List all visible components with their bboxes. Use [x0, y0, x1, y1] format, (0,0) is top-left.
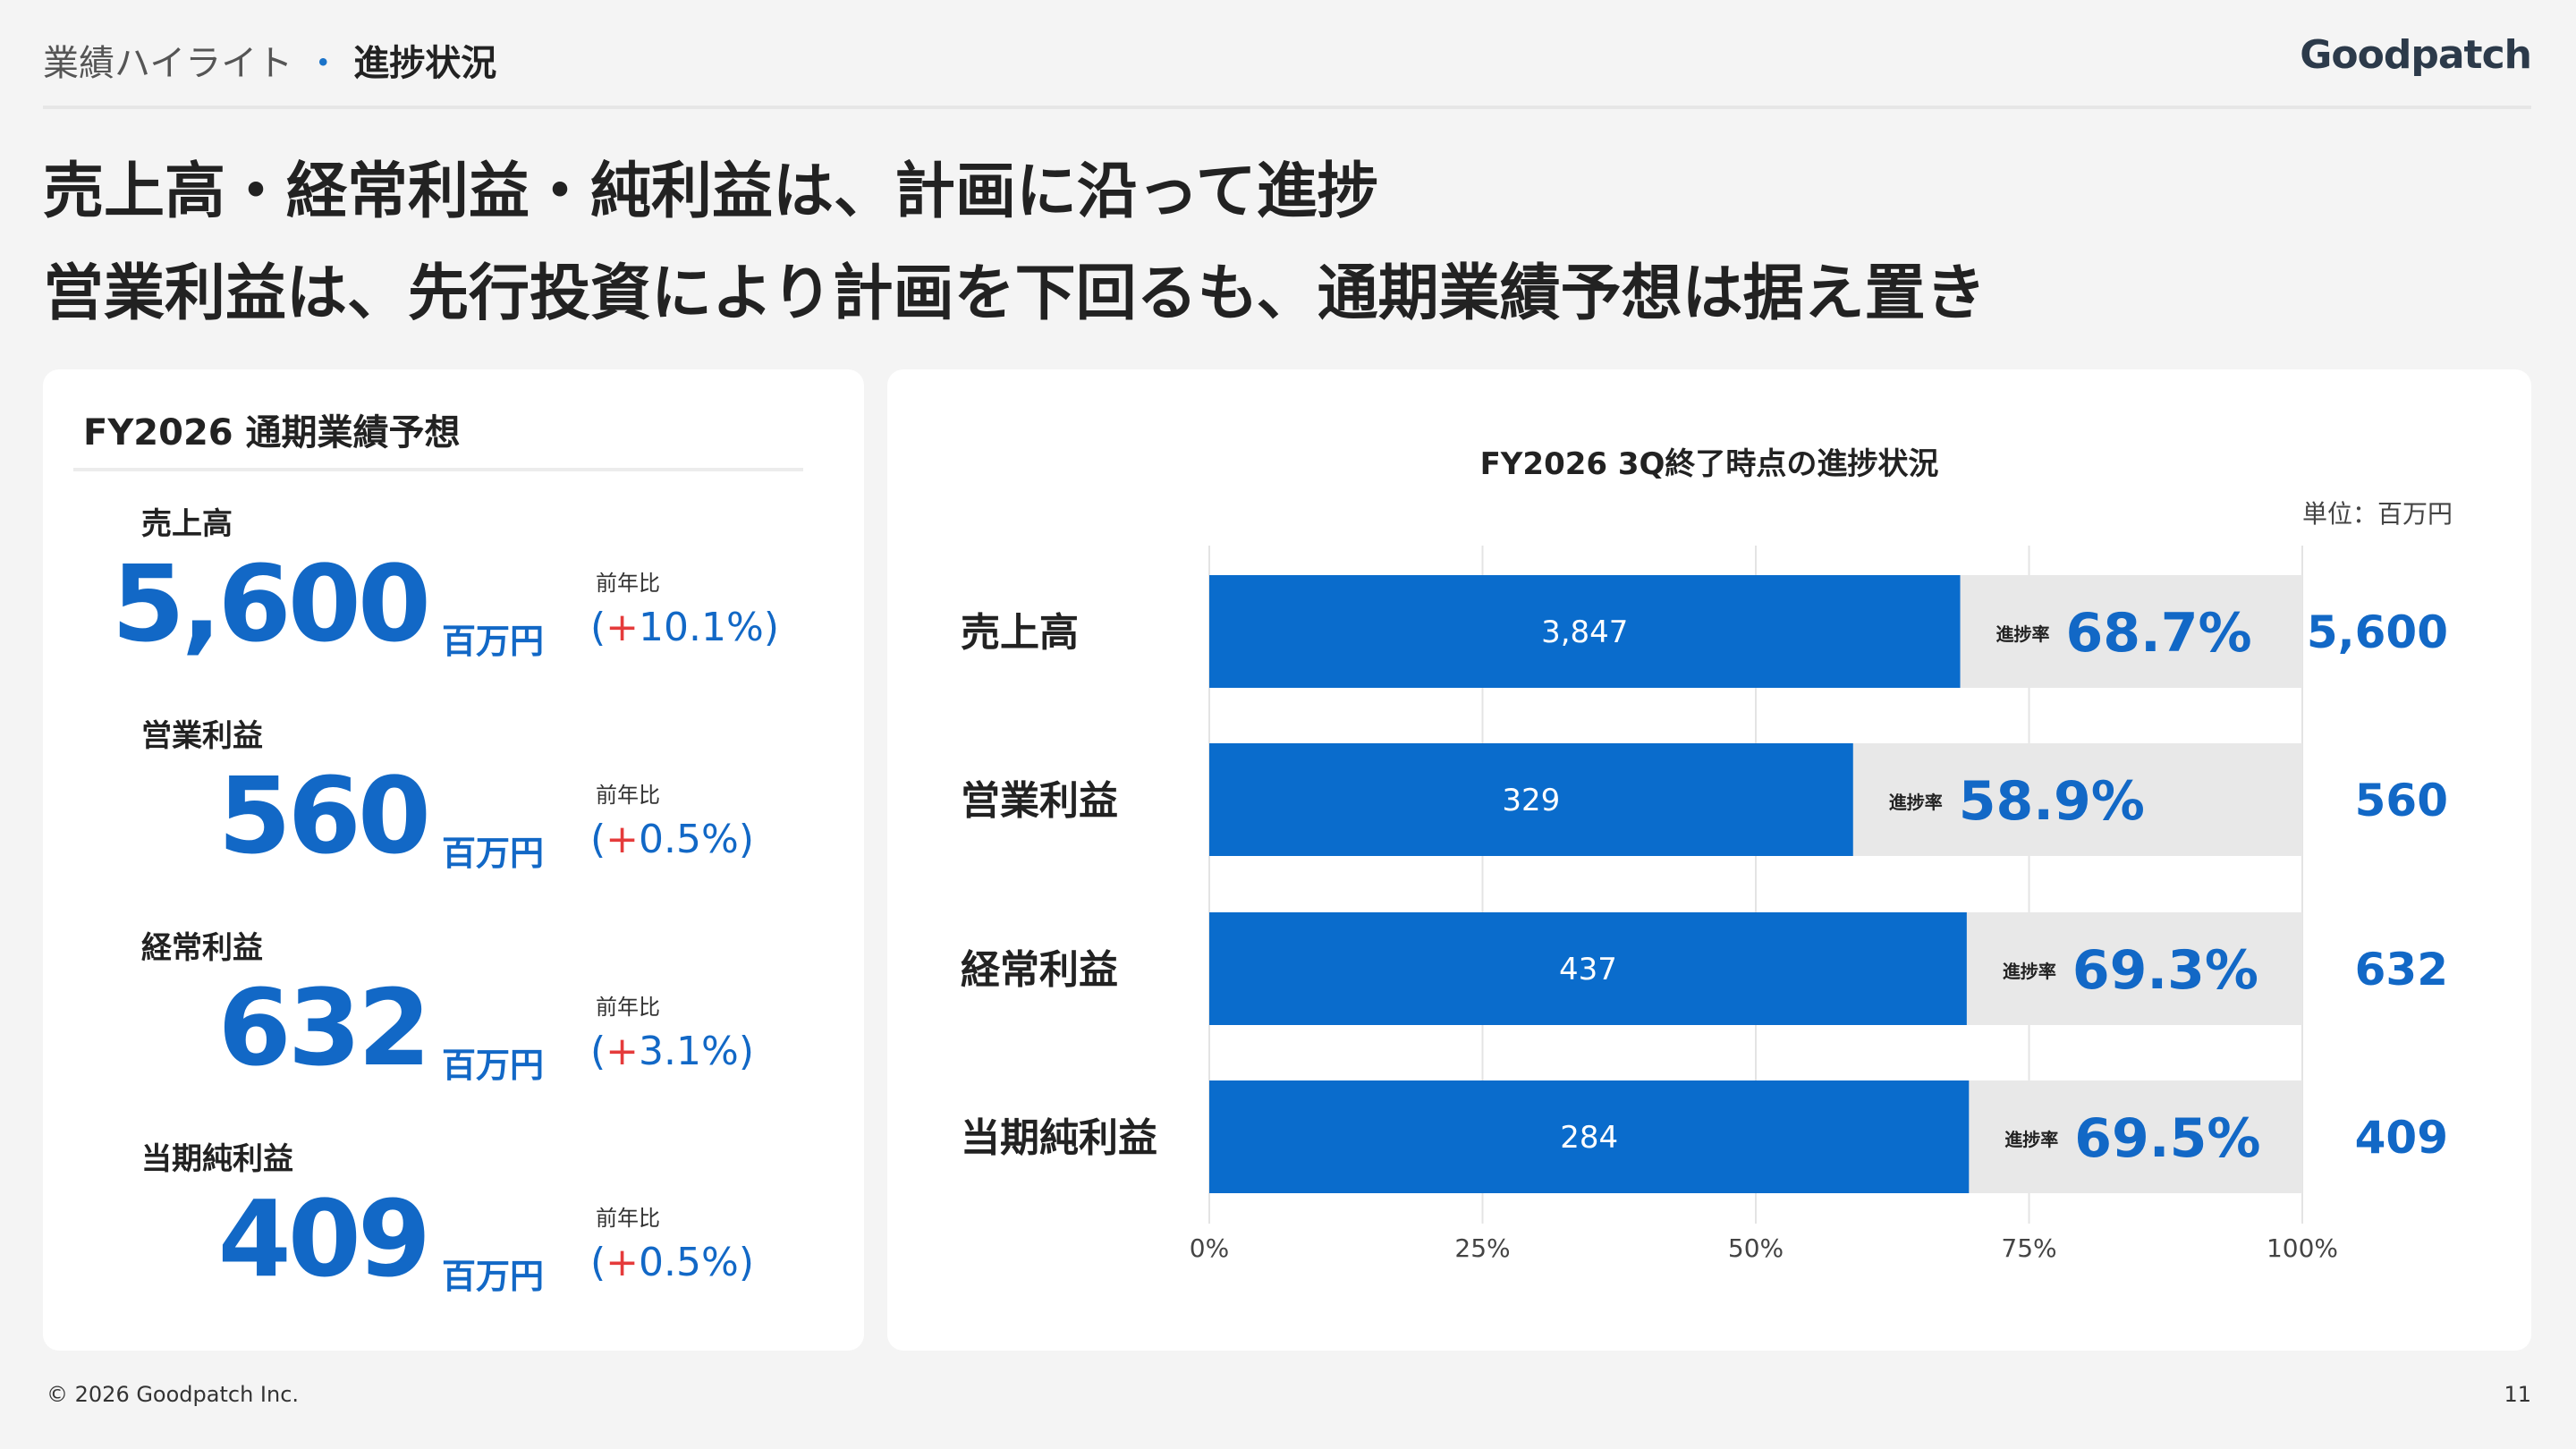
subsection-label: 進捗状況: [353, 43, 497, 84]
metric-unit: 百万円: [442, 1257, 545, 1296]
plan-value-label: 409: [2355, 1112, 2448, 1164]
metric-unit: 百万円: [442, 1046, 545, 1085]
metric-unit: 百万円: [442, 622, 545, 661]
title-line-1: 売上高・経常利益・純利益は、計画に沿って進捗: [43, 157, 1378, 227]
achieved-bar: [1209, 912, 1967, 1025]
metric-name: 営業利益: [141, 718, 263, 754]
forecast-card: FY2026 通期業績予想 売上高 5,600 百万円 前年比 (+10.1%)…: [43, 369, 864, 1351]
metric-name: 当期純利益: [141, 1141, 293, 1177]
actual-value-label: 284: [1560, 1120, 1618, 1156]
progress-percent-label: 68.7%: [2066, 602, 2252, 665]
category-label: 営業利益: [961, 778, 1118, 824]
plan-value-label: 632: [2355, 944, 2448, 996]
progress-rate-label: 進捗率: [2004, 1129, 2058, 1150]
achieved-bar: [1209, 743, 1853, 856]
section-label: 業績ハイライト: [43, 43, 293, 84]
category-label: 売上高: [961, 610, 1079, 656]
chart-unit-label: 単位：百万円: [2301, 499, 2453, 529]
plan-value-label: 560: [2355, 775, 2448, 826]
yoy-label: 前年比: [596, 571, 660, 596]
actual-value-label: 3,847: [1541, 614, 1628, 650]
metric-unit: 百万円: [442, 834, 545, 873]
metric-value: 5,600: [111, 542, 431, 665]
page-number: 11: [2504, 1382, 2531, 1407]
x-tick-label: 0%: [1190, 1233, 1229, 1263]
category-label: 経常利益: [961, 947, 1118, 993]
progress-chart-card: FY2026 3Q終了時点の進捗状況 単位：百万円 売上高 3,847 進捗率 68.…: [887, 369, 2531, 1351]
metric-value: 560: [217, 754, 431, 877]
progress-percent-label: 69.3%: [2072, 939, 2258, 1002]
progress-rate-label: 進捗率: [2003, 961, 2056, 982]
separator-dot: ・: [305, 43, 342, 84]
yoy-label: 前年比: [596, 995, 660, 1020]
x-tick-label: 25%: [1454, 1233, 1510, 1263]
actual-value-label: 437: [1559, 952, 1617, 987]
achieved-bar: [1209, 575, 1961, 688]
yoy-label: 前年比: [596, 783, 660, 808]
yoy-label: 前年比: [596, 1206, 660, 1231]
metric-value: 632: [217, 966, 431, 1089]
header-divider: [43, 106, 2531, 109]
x-tick-label: 50%: [1728, 1233, 1784, 1263]
progress-percent-label: 58.9%: [1959, 770, 2145, 833]
slide-title: 売上高・経常利益・純利益は、計画に沿って進捗 営業利益は、先行投資により計画を下…: [43, 141, 1987, 345]
metric-name: 売上高: [141, 506, 233, 542]
yoy-value: (+0.5%): [590, 817, 755, 862]
progress-percent-label: 69.5%: [2074, 1107, 2260, 1170]
achieved-bar: [1209, 1080, 1970, 1193]
chart-title: FY2026 3Q終了時点の進捗状況: [1479, 446, 1939, 482]
progress-bar-chart: 売上高 3,847 進捗率 68.7% 5,600 営業利益 329 進捗率 58.9% 560 経…: [961, 546, 2448, 1263]
category-label: 当期純利益: [961, 1115, 1157, 1161]
yoy-value: (+0.5%): [590, 1240, 755, 1285]
yoy-value: (+3.1%): [590, 1029, 755, 1074]
metric-name: 経常利益: [141, 930, 263, 966]
progress-rate-label: 進捗率: [1996, 623, 2050, 645]
yoy-value: (+10.1%): [590, 605, 779, 650]
x-tick-label: 100%: [2267, 1233, 2338, 1263]
goodpatch-logo: Goodpatch: [2300, 32, 2532, 78]
x-tick-label: 75%: [2001, 1233, 2056, 1263]
metric-value: 409: [217, 1177, 431, 1301]
title-line-2: 営業利益は、先行投資により計画を下回るも、通期業績予想は据え置き: [43, 258, 1987, 329]
forecast-title: FY2026 通期業績予想: [83, 412, 461, 453]
copyright: © 2026 Goodpatch Inc.: [47, 1382, 300, 1407]
forecast-divider: [73, 468, 803, 471]
progress-rate-label: 進捗率: [1889, 792, 1943, 813]
plan-value-label: 5,600: [2307, 606, 2448, 658]
actual-value-label: 329: [1502, 783, 1560, 818]
section-header: 業績ハイライト・進捗状況: [43, 34, 496, 86]
